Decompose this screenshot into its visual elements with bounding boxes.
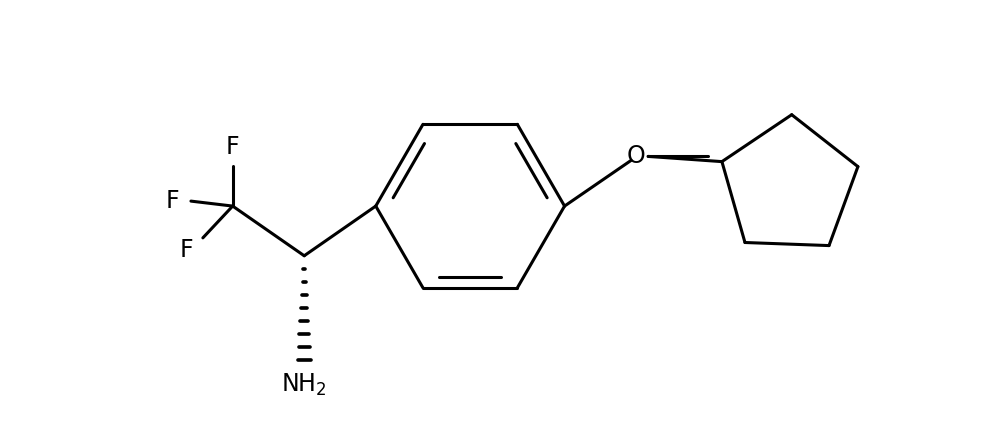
Text: F: F <box>179 238 193 262</box>
Text: O: O <box>626 144 645 168</box>
Text: F: F <box>226 135 239 160</box>
Text: F: F <box>165 189 179 213</box>
Text: NH$_2$: NH$_2$ <box>282 372 327 398</box>
